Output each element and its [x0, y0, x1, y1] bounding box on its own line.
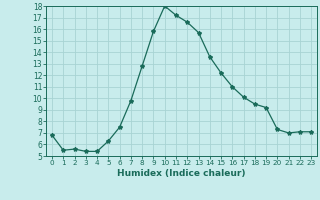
X-axis label: Humidex (Indice chaleur): Humidex (Indice chaleur) [117, 169, 246, 178]
